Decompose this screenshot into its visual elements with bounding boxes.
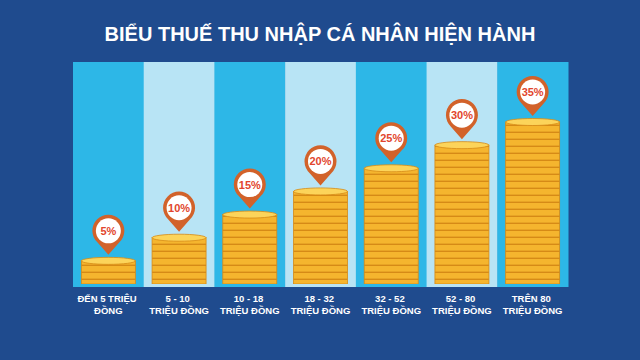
data-label: 20% <box>309 155 331 167</box>
category-label-line: TRIỆU ĐỒNG <box>220 305 280 316</box>
pin-inner <box>167 195 192 220</box>
pin <box>304 145 336 185</box>
category-label-line: TRIỆU ĐỒNG <box>291 305 351 316</box>
category-label: 5 - 10 TRIỆU ĐỒNG <box>149 293 209 316</box>
pin-inner <box>449 103 474 128</box>
pin <box>234 168 266 208</box>
pin <box>92 215 124 255</box>
category-label-line: 52 - 80 <box>446 293 478 304</box>
category-label: 32 - 52 TRIỆU ĐỒNG <box>361 293 421 316</box>
category-label-line: 10 - 18 <box>234 293 266 304</box>
bar <box>364 168 418 284</box>
pin <box>446 99 478 139</box>
category-label: 18 - 32 TRIỆU ĐỒNG <box>291 293 351 316</box>
coin-top <box>81 257 135 264</box>
coin-top <box>364 165 418 172</box>
data-label: 25% <box>380 132 402 144</box>
bar <box>294 191 348 284</box>
pin-inner <box>237 172 262 197</box>
column-band <box>356 62 427 287</box>
column-band <box>427 62 498 287</box>
title: BIỂU THUẾ THU NHẬP CÁ NHÂN HIỆN HÀNH <box>105 22 536 45</box>
column-band <box>497 62 568 287</box>
chart: BIỂU THUẾ THU NHẬP CÁ NHÂN HIỆN HÀNH 5% ĐẾ… <box>0 0 640 360</box>
data-label: 30% <box>451 109 473 121</box>
category-label-line: TRIỆU ĐỒNG <box>503 305 563 316</box>
column-band <box>73 62 144 287</box>
data-label: 10% <box>168 202 190 214</box>
column-band <box>214 62 285 287</box>
data-label: 35% <box>522 86 544 98</box>
category-label-line: 32 - 52 <box>375 293 407 304</box>
category-label: 52 - 80 TRIỆU ĐỒNG <box>432 293 492 316</box>
bar <box>223 215 277 284</box>
category-label: ĐẾN 5 TRIỆU ĐỒNG <box>77 293 139 316</box>
coin-top <box>294 188 348 195</box>
pin <box>517 76 549 116</box>
coin-top <box>152 234 206 241</box>
category-label-line: 18 - 32 <box>304 293 336 304</box>
category-label: TRÊN 80 TRIỆU ĐỒNG <box>503 293 563 316</box>
data-label: 15% <box>239 179 261 191</box>
category-label-line: TRIỆU ĐỒNG <box>432 305 492 316</box>
coin-top <box>435 142 489 149</box>
pin-inner <box>520 80 545 105</box>
category-label-line: TRIỆU ĐỒNG <box>361 305 421 316</box>
category-label-line: 5 - 10 <box>166 293 193 304</box>
column-band <box>144 62 215 287</box>
bars <box>81 119 559 285</box>
bar <box>506 122 560 284</box>
bar <box>435 145 489 284</box>
pin-inner <box>96 218 121 243</box>
pin <box>375 122 407 162</box>
coin-top <box>506 119 560 126</box>
pin-inner <box>379 126 404 151</box>
category-label-line: TRIỆU ĐỒNG <box>149 305 209 316</box>
column-band <box>285 62 356 287</box>
category-label-line: ĐỒNG <box>94 305 123 316</box>
pin <box>163 192 195 232</box>
data-label: 5% <box>100 225 116 237</box>
category-label-line: ĐẾN 5 TRIỆU <box>77 293 139 304</box>
coin-top <box>223 211 277 218</box>
pin-inner <box>308 149 333 174</box>
bar <box>152 238 206 284</box>
category-label-line: TRÊN 80 <box>512 293 554 304</box>
category-label: 10 - 18 TRIỆU ĐỒNG <box>220 293 280 316</box>
background <box>0 0 640 360</box>
